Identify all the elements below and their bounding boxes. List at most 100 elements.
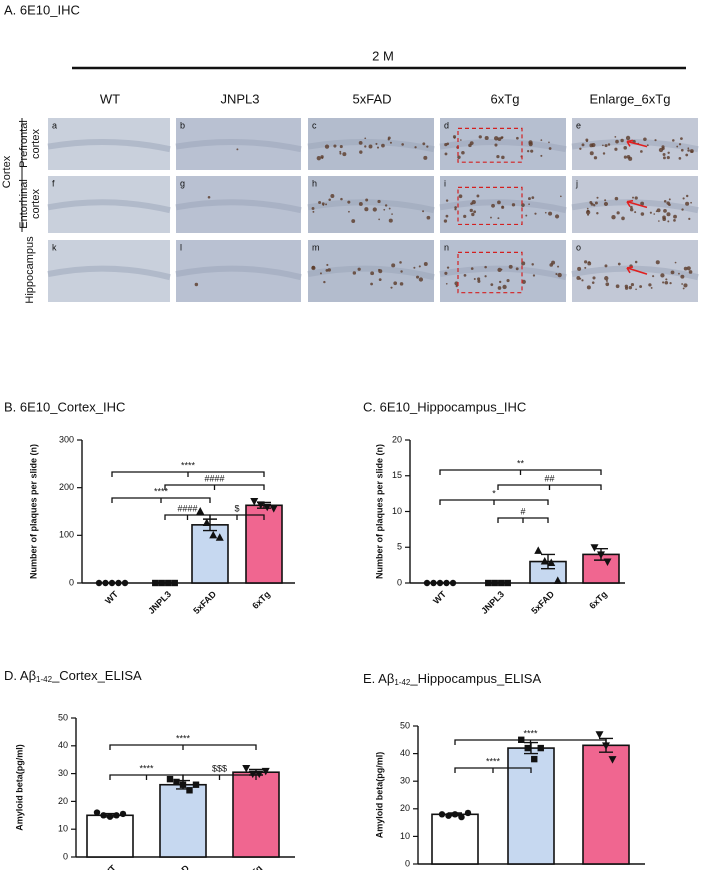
stain [496,154,500,159]
stain [484,265,487,269]
x-tick-label: 6xTg [250,589,272,611]
stain [327,268,331,272]
y-tick-label: 0 [69,577,74,587]
stain [672,139,675,142]
stain [401,143,404,146]
stain [497,286,502,290]
significance-label: #### [177,503,197,513]
stain [669,281,672,285]
stain [586,140,588,143]
stain [557,265,560,268]
y-tick-label: 300 [59,434,74,444]
significance-bracket [111,497,211,503]
stain [463,273,467,277]
data-point [445,812,452,819]
stain [607,143,611,146]
stain [383,208,386,211]
stain [399,261,402,264]
stain [399,282,404,286]
stain [680,137,683,141]
x-tick-label: JNPL3 [479,589,506,616]
data-point [436,579,444,587]
y-tick-label: 20 [392,434,402,444]
stain [387,138,390,141]
age-label: 2 M [372,48,394,63]
stain [364,145,367,148]
stain [650,286,653,289]
stain [372,207,377,212]
stain [611,215,616,220]
stain [454,206,457,209]
stain [615,139,619,144]
panel-letter: m [312,242,320,252]
data-point [504,579,511,587]
stain [666,212,671,217]
stain [443,219,448,223]
stain [319,272,322,275]
data-point [451,811,459,818]
error-bar [541,553,555,570]
stain [364,137,367,140]
stain [423,155,428,160]
bar [86,814,134,858]
data-point [534,546,543,554]
stain [678,143,682,146]
stain [590,202,594,206]
stain [681,208,684,211]
significance-bracket [164,484,265,490]
row-label: cortex [30,129,42,159]
stain [594,201,598,205]
data-point [171,579,178,587]
x-tick-label: 6xTg [587,589,609,611]
data-point [423,579,431,587]
stain [534,212,537,215]
bar [582,744,630,865]
stain [666,156,670,160]
tissue-band [307,199,435,214]
stain [630,205,633,209]
stain [662,153,666,157]
stain [347,200,351,204]
x-tick-label: WT [101,863,118,870]
data-point [261,767,270,776]
stain [357,267,361,271]
stain [423,262,428,266]
y-tick-label: 0 [397,577,402,587]
significance-label: **** [154,486,169,496]
stain [359,150,363,154]
stain [634,260,638,264]
significance-label: **** [139,763,154,773]
data-point [491,579,498,587]
y-tick-label: 0 [63,851,68,861]
x-tick-label: 5xFAD [164,863,191,870]
column-header: Enlarge_6xTg [590,91,671,106]
data-point [263,503,272,512]
stain [604,264,608,268]
stain [676,145,679,148]
bar [582,553,620,584]
stain [378,218,380,221]
stain [413,266,416,269]
stain [685,201,690,206]
stain [194,282,199,287]
panel-letter: l [180,242,182,252]
stain [471,212,475,217]
stain [604,144,608,148]
stain [502,284,507,290]
panel-letter: a [52,120,57,130]
stain [658,220,660,222]
stain [490,216,492,219]
stain [593,156,598,160]
stain [236,148,239,151]
tissue-band [175,199,302,214]
stain [640,150,643,153]
data-point [498,579,505,587]
y-tick-label: 0 [405,858,410,868]
stain [490,283,494,287]
stain [629,207,634,212]
data-point [603,558,612,567]
stain [515,267,519,271]
significance-label: $ [234,503,239,513]
stain [508,264,513,269]
